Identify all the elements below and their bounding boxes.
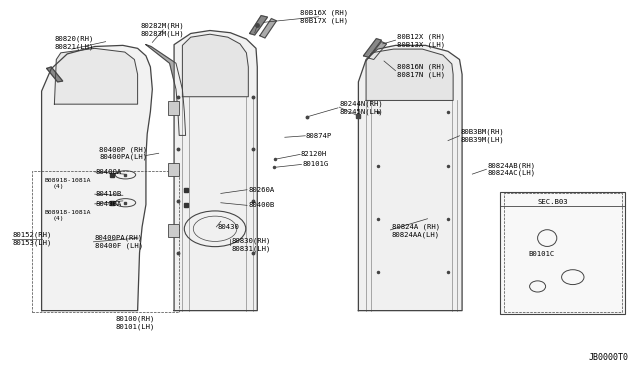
Text: 80B17X (LH): 80B17X (LH) <box>300 17 348 24</box>
Bar <box>168 224 179 237</box>
Text: 80400A: 80400A <box>96 201 122 207</box>
Polygon shape <box>260 19 276 38</box>
Text: 80400PA(RH): 80400PA(RH) <box>95 235 143 241</box>
Text: 80283M(LH): 80283M(LH) <box>141 30 184 37</box>
Text: 80816N (RH): 80816N (RH) <box>397 64 445 70</box>
Polygon shape <box>358 45 462 311</box>
Text: 80400B: 80400B <box>248 202 275 208</box>
Text: 80153(LH): 80153(LH) <box>13 239 52 246</box>
Polygon shape <box>369 42 387 60</box>
Text: 80B13X (LH): 80B13X (LH) <box>397 41 445 48</box>
Text: 80101(LH): 80101(LH) <box>115 323 155 330</box>
Text: 80821(LH): 80821(LH) <box>54 43 94 50</box>
Text: 80874P: 80874P <box>306 133 332 139</box>
Polygon shape <box>54 48 138 104</box>
Text: 80400F (LH): 80400F (LH) <box>95 242 143 249</box>
Text: B0101C: B0101C <box>528 251 554 257</box>
Text: (4): (4) <box>52 216 64 221</box>
Text: 80400P (RH): 80400P (RH) <box>99 146 147 153</box>
Bar <box>504 193 622 312</box>
Text: 80B12X (RH): 80B12X (RH) <box>397 34 445 41</box>
Text: JB0000T0: JB0000T0 <box>589 353 628 362</box>
Text: SEC.B03: SEC.B03 <box>538 199 568 205</box>
Text: 80831(LH): 80831(LH) <box>232 245 271 252</box>
Text: 80824AC(LH): 80824AC(LH) <box>488 170 536 176</box>
Text: 80824AB(RH): 80824AB(RH) <box>488 162 536 169</box>
Text: 80101G: 80101G <box>302 161 328 167</box>
Text: 80100(RH): 80100(RH) <box>115 316 155 323</box>
Text: 80824A (RH): 80824A (RH) <box>392 224 440 230</box>
Text: 82120H: 82120H <box>301 151 327 157</box>
Polygon shape <box>146 45 186 135</box>
Text: B08918-1081A: B08918-1081A <box>45 178 92 183</box>
Bar <box>168 101 179 115</box>
Text: 80B39M(LH): 80B39M(LH) <box>461 136 504 143</box>
Text: (4): (4) <box>52 184 64 189</box>
Text: 80282M(RH): 80282M(RH) <box>141 23 184 29</box>
Text: 80152(RH): 80152(RH) <box>13 232 52 238</box>
Text: 80400PA(LH): 80400PA(LH) <box>99 154 147 160</box>
Text: 80245N(LH): 80245N(LH) <box>339 108 383 115</box>
Text: 80820(RH): 80820(RH) <box>54 36 94 42</box>
Text: 80244N(RH): 80244N(RH) <box>339 101 383 108</box>
Polygon shape <box>174 31 257 311</box>
Text: 80B16X (RH): 80B16X (RH) <box>300 10 348 16</box>
Text: 80400A: 80400A <box>96 169 122 175</box>
Polygon shape <box>182 34 248 97</box>
Text: 80824AA(LH): 80824AA(LH) <box>392 231 440 238</box>
Text: 80410B: 80410B <box>96 191 122 197</box>
Bar <box>32 171 179 312</box>
Text: 80817N (LH): 80817N (LH) <box>397 71 445 78</box>
Text: 80B3BM(RH): 80B3BM(RH) <box>461 129 504 135</box>
Text: 80830(RH): 80830(RH) <box>232 238 271 244</box>
Text: B08918-1081A: B08918-1081A <box>45 209 92 215</box>
Bar <box>500 192 625 314</box>
Polygon shape <box>47 67 63 82</box>
Text: 80430: 80430 <box>218 224 239 230</box>
Polygon shape <box>250 16 268 35</box>
Polygon shape <box>364 39 381 57</box>
Polygon shape <box>42 45 152 311</box>
Polygon shape <box>366 49 453 100</box>
Bar <box>168 163 179 176</box>
Text: 80260A: 80260A <box>248 187 275 193</box>
